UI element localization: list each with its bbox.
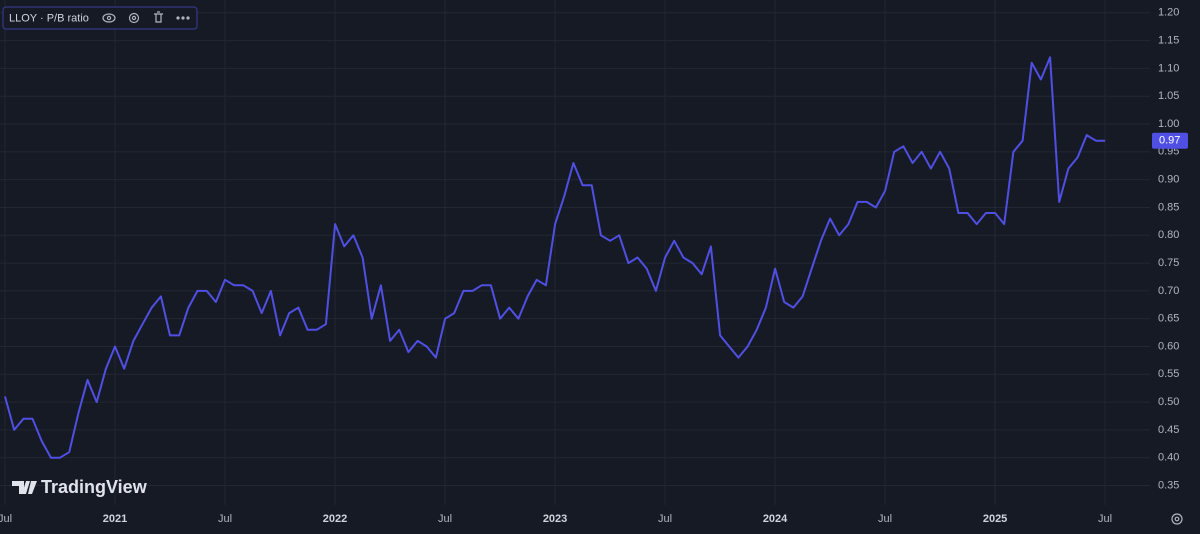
x-tick-label: Jul	[658, 513, 672, 525]
current-value-label: 0.97	[1159, 135, 1180, 147]
legend-icons[interactable]	[102, 11, 190, 24]
y-tick-label: 0.55	[1158, 368, 1179, 380]
y-tick-label: 1.05	[1158, 90, 1179, 102]
legend-label: LLOY · P/B ratio	[9, 12, 89, 24]
x-tick-label: Jul	[878, 513, 892, 525]
grid	[0, 0, 1150, 505]
legend-box[interactable]	[2, 6, 198, 30]
y-tick-label: 0.90	[1158, 174, 1179, 186]
y-tick-label: 0.85	[1158, 201, 1179, 213]
x-tick-label: Jul	[0, 513, 12, 525]
x-tick-label: Jul	[218, 513, 232, 525]
y-tick-label: 1.20	[1158, 7, 1179, 19]
y-tick-label: 0.80	[1158, 229, 1179, 241]
x-tick-label: 2024	[763, 513, 788, 525]
y-tick-label: 0.75	[1158, 257, 1179, 269]
x-tick-label: Jul	[438, 513, 452, 525]
y-tick-label: 0.65	[1158, 313, 1179, 325]
y-tick-label: 1.15	[1158, 35, 1179, 47]
y-tick-label: 0.50	[1158, 396, 1179, 408]
y-tick-label: 0.45	[1158, 424, 1179, 436]
x-tick-label: 2021	[103, 513, 127, 525]
y-tick-label: 0.60	[1158, 340, 1179, 352]
y-tick-label: 1.10	[1158, 62, 1179, 74]
y-tick-label: 0.35	[1158, 479, 1179, 491]
x-tick-label: 2022	[323, 513, 347, 525]
current-value-box	[1152, 132, 1188, 149]
y-tick-label: 0.70	[1158, 285, 1179, 297]
x-tick-label: Jul	[1098, 513, 1112, 525]
y-tick-label: 1.00	[1158, 118, 1179, 130]
series-line	[4, 56, 1106, 459]
y-tick-label: 0.95	[1158, 146, 1179, 158]
x-tick-label: 2025	[983, 513, 1007, 525]
settings-icon[interactable]	[1171, 513, 1183, 525]
y-tick-label: 0.40	[1158, 452, 1179, 464]
watermark: TradingView	[12, 477, 148, 497]
watermark-text: TradingView	[41, 477, 148, 497]
x-tick-label: 2023	[543, 513, 567, 525]
